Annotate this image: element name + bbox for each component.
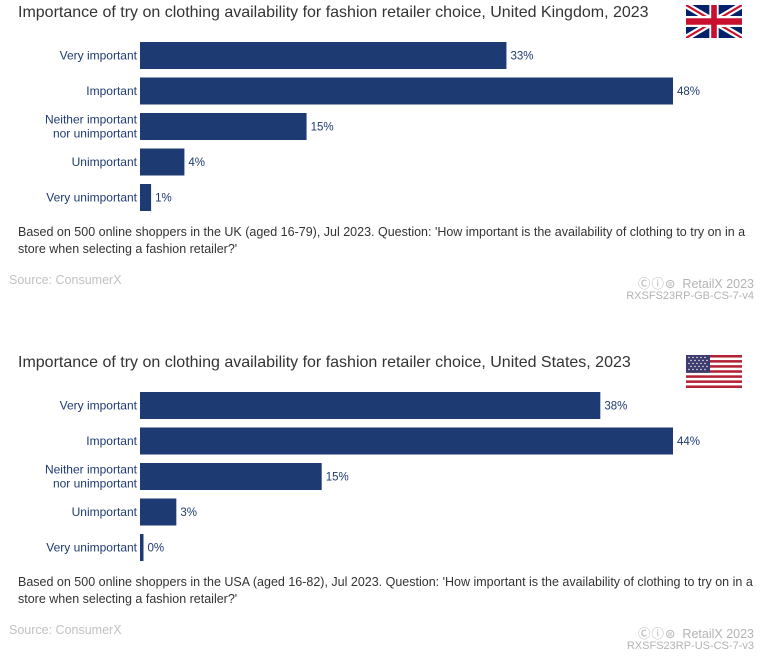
us-flag-icon <box>686 355 742 388</box>
uk-flag-icon <box>686 5 742 38</box>
bar-chart: Very important 33% Important 48% Neither imp… <box>45 42 700 211</box>
brand-label: Ⓒⓘ⊜ RetailX 2023 <box>638 273 754 292</box>
value-label: 0% <box>148 543 165 555</box>
value-label: 4% <box>188 157 205 169</box>
category-label: Very important <box>60 399 138 413</box>
chart-note: Based on 500 online shoppers in the USA … <box>18 575 753 606</box>
chart-panel-us: Importance of try on clothing availabili… <box>0 350 772 670</box>
chart-code: RXSFS23RP-GB-CS-7-v4 <box>626 290 754 302</box>
bar <box>140 148 185 176</box>
brand-text: RetailX 2023 <box>682 627 754 641</box>
category-label: Unimportant <box>72 505 138 519</box>
chart-title: Importance of try on clothing availabili… <box>18 4 649 21</box>
value-label: 15% <box>326 472 349 484</box>
bar <box>140 113 307 140</box>
cc-license-icon: Ⓒⓘ⊜ <box>637 627 677 641</box>
bar <box>140 77 673 105</box>
bar <box>140 427 673 455</box>
value-label: 48% <box>677 86 700 98</box>
value-label: 15% <box>311 122 334 134</box>
bar-chart: Very important 38% Important 44% Neither imp… <box>45 392 700 561</box>
chart-code: RXSFS23RP-US-CS-7-v3 <box>626 640 754 652</box>
bar <box>140 184 152 211</box>
bar <box>140 42 507 69</box>
category-label: Neither important nor unimportant <box>45 463 138 491</box>
brand-text: RetailX 2023 <box>682 277 754 291</box>
chart-note: Based on 500 online shoppers in the UK (… <box>18 225 746 256</box>
category-label: Neither important nor unimportant <box>45 113 138 141</box>
chart-title: Importance of try on clothing availabili… <box>18 354 631 371</box>
bar <box>140 498 177 526</box>
brand-label: Ⓒⓘ⊜ RetailX 2023 <box>638 623 754 642</box>
value-label: 3% <box>180 507 197 519</box>
source-label: Source: ConsumerX <box>9 623 122 637</box>
bar <box>140 392 601 419</box>
bar <box>140 534 144 561</box>
value-label: 33% <box>510 51 533 63</box>
value-label: 44% <box>677 436 700 448</box>
source-label: Source: ConsumerX <box>9 273 122 287</box>
category-label: Very important <box>60 49 138 63</box>
category-label: Important <box>86 84 137 98</box>
category-label: Very unimportant <box>46 541 137 555</box>
value-label: 1% <box>155 193 172 205</box>
chart-panel-uk: Importance of try on clothing availabili… <box>0 0 772 320</box>
category-label: Important <box>86 434 137 448</box>
bar <box>140 463 322 490</box>
category-label: Very unimportant <box>46 191 137 205</box>
value-label: 38% <box>604 401 627 413</box>
category-label: Unimportant <box>72 155 138 169</box>
cc-license-icon: Ⓒⓘ⊜ <box>637 277 677 291</box>
